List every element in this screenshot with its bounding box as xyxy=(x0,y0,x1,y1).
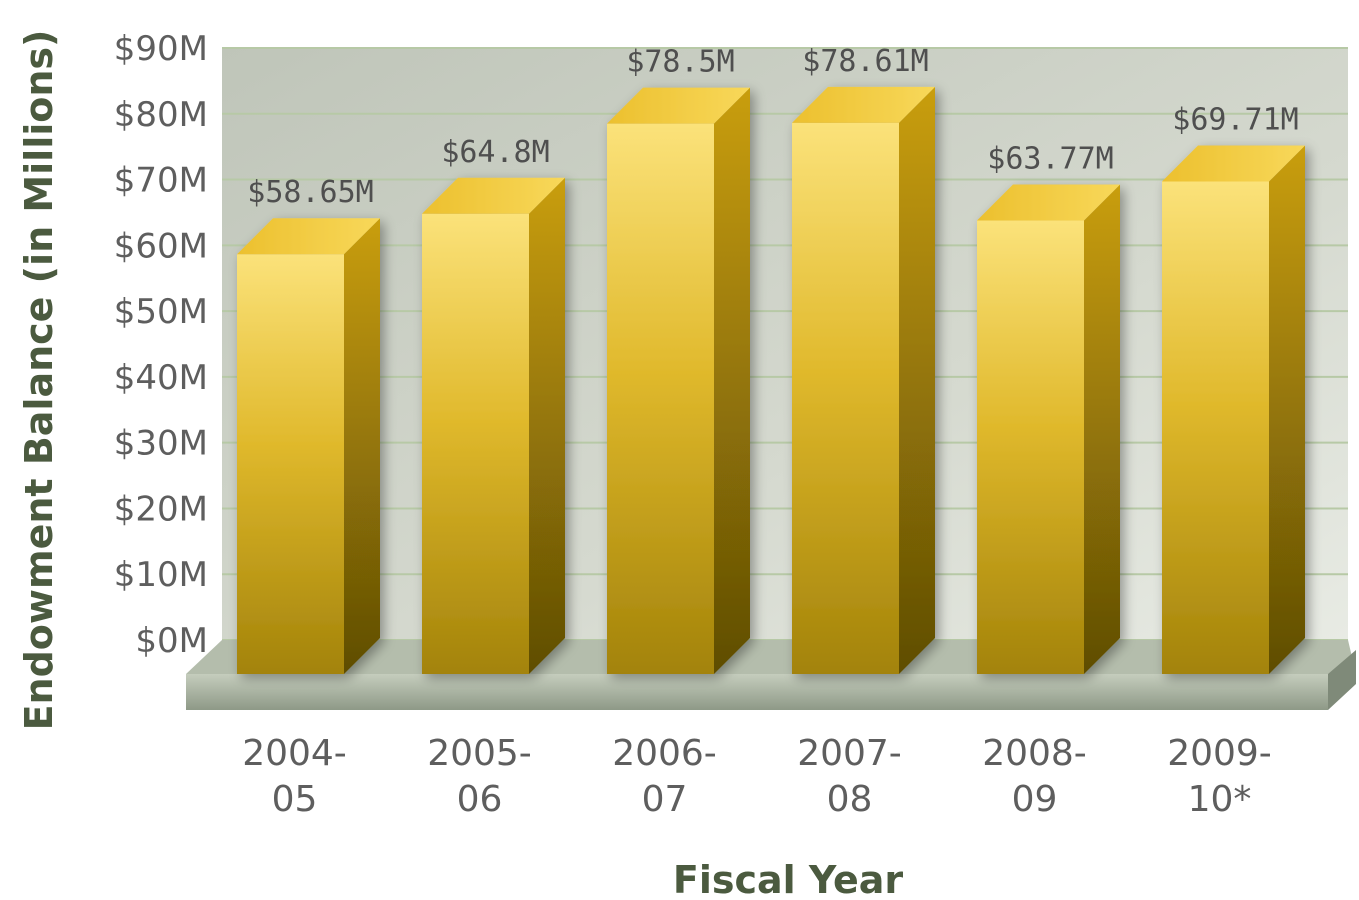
y-tick-label: $70M xyxy=(114,161,208,201)
x-category-label: 2005- xyxy=(427,733,532,774)
y-tick-label: $40M xyxy=(114,358,208,398)
data-label: $63.77M xyxy=(987,142,1113,177)
data-label: $64.8M xyxy=(441,135,549,170)
data-label: $69.71M xyxy=(1172,102,1298,137)
bar-front xyxy=(1162,181,1269,674)
bar-top xyxy=(1162,145,1305,182)
bar-side xyxy=(344,218,380,675)
bar-front xyxy=(237,254,344,675)
data-label: $58.65M xyxy=(247,175,373,210)
floor-side xyxy=(1328,650,1356,710)
x-category-label: 2008- xyxy=(982,733,1087,774)
y-tick-label: $60M xyxy=(114,226,208,266)
bar xyxy=(422,177,565,674)
y-tick-label: $80M xyxy=(114,95,208,135)
plot-background xyxy=(222,48,1348,640)
bar xyxy=(237,218,380,675)
bar-top xyxy=(792,86,935,123)
x-category-label: 10* xyxy=(1188,779,1252,820)
bar xyxy=(977,184,1120,675)
x-category-label: 2009- xyxy=(1167,733,1272,774)
data-label: $78.61M xyxy=(802,44,928,79)
bar xyxy=(1162,145,1305,674)
y-tick-label: $30M xyxy=(114,424,208,464)
bar-side xyxy=(529,177,565,674)
bar-front xyxy=(792,122,899,674)
bars xyxy=(237,86,1305,675)
x-category-label: 2004- xyxy=(242,733,347,774)
x-category-label: 2006- xyxy=(612,733,717,774)
y-axis-ticks: $0M $10M $20M $30M $40M $50M $60M $70M $80M $90M xyxy=(114,29,208,661)
floor-front xyxy=(186,674,1328,710)
bar-front xyxy=(607,123,714,674)
bar-top xyxy=(237,218,380,255)
bar xyxy=(792,86,935,674)
y-tick-label: $20M xyxy=(114,489,208,529)
bar-side xyxy=(1084,184,1120,675)
bar xyxy=(607,87,750,674)
bar-side xyxy=(899,86,935,674)
bar-top xyxy=(422,177,565,214)
data-labels: $58.65M $64.8M $78.5M $78.61M $63.77M $69.71M xyxy=(247,44,1298,210)
y-tick-label: $90M xyxy=(114,29,208,69)
bar-top xyxy=(607,87,750,124)
x-axis-categories: 2004- 05 2005- 06 2006- 07 2007- 08 2008- 09 2009-… xyxy=(242,733,1272,820)
x-category-label: 05 xyxy=(272,779,318,820)
x-category-label: 07 xyxy=(642,779,688,820)
bar-front xyxy=(422,213,529,674)
plot-wall xyxy=(222,48,1348,640)
x-category-label: 06 xyxy=(457,779,503,820)
bar-side xyxy=(714,87,750,674)
x-axis-title: Fiscal Year xyxy=(673,858,903,900)
x-category-label: 08 xyxy=(827,779,873,820)
gridlines xyxy=(222,47,1348,641)
bar-front xyxy=(977,220,1084,675)
y-tick-label: $50M xyxy=(114,292,208,332)
y-tick-label: $10M xyxy=(114,555,208,595)
data-label: $78.5M xyxy=(626,45,734,80)
x-category-label: 2007- xyxy=(797,733,902,774)
y-tick-label: $0M xyxy=(135,621,208,661)
y-axis-title: Endowment Balance (in Millions) xyxy=(17,30,61,731)
x-category-label: 09 xyxy=(1012,779,1058,820)
bar-top xyxy=(977,184,1120,221)
bar-side xyxy=(1269,145,1305,674)
